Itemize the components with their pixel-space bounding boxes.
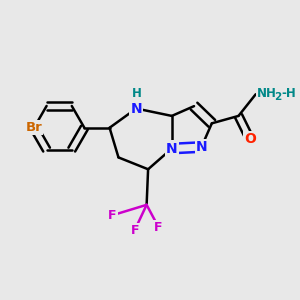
Text: 2: 2 <box>274 92 282 102</box>
Text: NH: NH <box>257 87 277 100</box>
Text: F: F <box>154 220 163 234</box>
Text: N: N <box>196 140 207 154</box>
Text: F: F <box>108 209 117 222</box>
Text: Br: Br <box>26 121 42 134</box>
Text: F: F <box>130 224 139 236</box>
Text: -H: -H <box>281 87 296 100</box>
Text: N: N <box>166 142 178 155</box>
Text: H: H <box>132 87 142 100</box>
Text: N: N <box>130 101 142 116</box>
Text: O: O <box>244 132 256 146</box>
